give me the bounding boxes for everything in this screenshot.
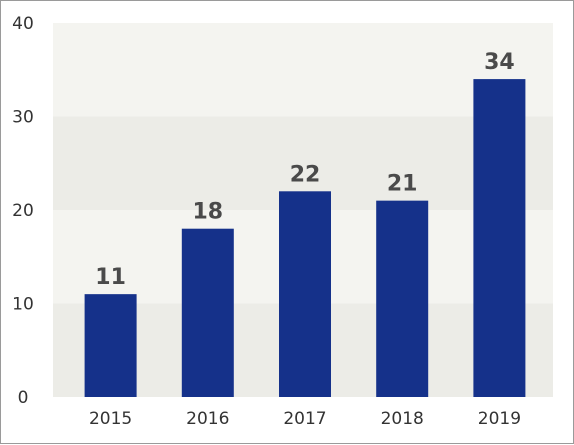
bar-value-label: 22 xyxy=(290,162,321,187)
bar-value-label: 21 xyxy=(387,172,418,197)
y-tick-label: 0 xyxy=(18,388,29,408)
y-tick-label: 40 xyxy=(12,14,34,34)
x-axis-tick-labels: 2015 2016 2017 2018 2019 xyxy=(89,409,521,429)
bar-value-label: 18 xyxy=(192,200,223,225)
bar-value-labels: 11 18 22 21 34 xyxy=(95,50,514,290)
x-tick-label: 2016 xyxy=(186,409,229,429)
x-tick-label: 2015 xyxy=(89,409,132,429)
y-tick-label: 30 xyxy=(12,108,34,128)
bar-value-label: 34 xyxy=(484,50,515,75)
grid-band xyxy=(53,23,553,117)
x-tick-label: 2019 xyxy=(478,409,521,429)
y-tick-label: 20 xyxy=(12,201,34,221)
y-axis-tick-labels: 0 10 20 30 40 xyxy=(12,14,34,408)
bar xyxy=(181,228,234,397)
bar xyxy=(279,191,331,397)
bar-value-label: 11 xyxy=(95,265,126,290)
x-tick-label: 2017 xyxy=(283,409,326,429)
bar xyxy=(84,294,137,397)
bar xyxy=(473,79,526,397)
x-tick-label: 2018 xyxy=(381,409,424,429)
y-tick-label: 10 xyxy=(12,295,34,315)
bars xyxy=(84,79,526,397)
bar xyxy=(376,200,429,397)
